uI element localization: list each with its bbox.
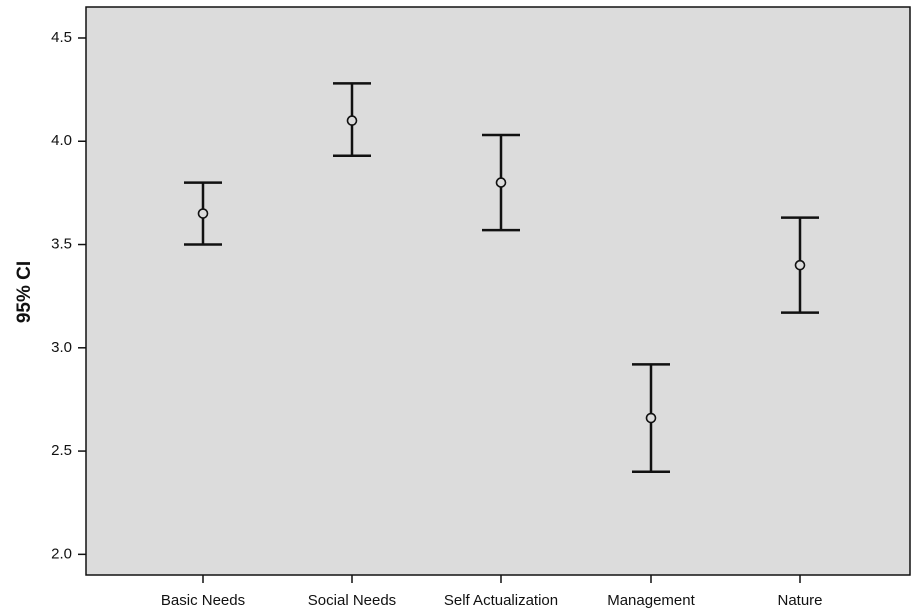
y-tick-label: 3.0 <box>51 339 72 356</box>
mean-point <box>197 208 209 219</box>
mean-point <box>645 412 657 424</box>
x-category-label: Social Needs <box>308 592 396 609</box>
mean-point <box>495 177 507 188</box>
y-tick-label: 2.5 <box>51 442 72 459</box>
mean-point <box>346 115 358 126</box>
error-bar <box>632 363 670 473</box>
x-category-label: Basic Needs <box>161 592 245 609</box>
y-tick-label: 4.0 <box>51 132 72 149</box>
error-bar <box>482 133 520 232</box>
y-tick-label: 4.5 <box>51 29 72 46</box>
x-category-label: Management <box>607 592 695 609</box>
x-axis: Basic Needs Social Needs Self Actualizatio… <box>161 575 823 609</box>
plot-area <box>85 6 911 576</box>
error-bars <box>184 82 819 473</box>
y-tick-label: 2.0 <box>51 545 72 562</box>
mean-point <box>794 259 806 271</box>
y-axis-title: 95% CI <box>14 261 35 323</box>
y-axis: 2.0 2.5 3.0 3.5 4.0 4.5 <box>51 29 86 562</box>
y-tick-label: 3.5 <box>51 235 72 252</box>
error-bar <box>333 82 371 157</box>
x-category-label: Self Actualization <box>444 592 558 609</box>
error-bar <box>781 216 819 314</box>
x-category-label: Nature <box>777 592 822 609</box>
error-bar <box>184 181 222 246</box>
